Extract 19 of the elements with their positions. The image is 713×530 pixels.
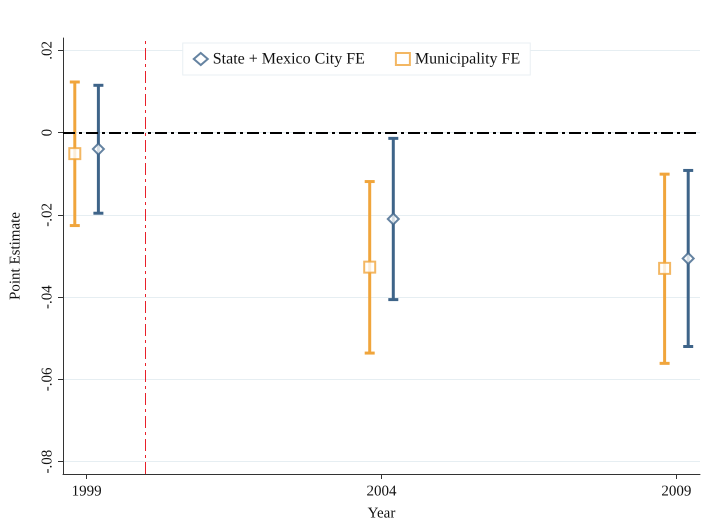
- point: [386, 212, 400, 226]
- point: [682, 252, 695, 265]
- x-tick-label: 2009: [661, 484, 692, 500]
- y-tick-label: -.08: [40, 450, 56, 474]
- x-axis-title: Year: [368, 506, 396, 522]
- y-axis-title: Point Estimate: [8, 212, 24, 300]
- legend-label: Municipality FE: [414, 50, 520, 68]
- point: [363, 260, 376, 274]
- y-tick-label: 0: [40, 128, 56, 136]
- point: [658, 262, 672, 275]
- point: [92, 142, 105, 156]
- y-tick-label: -.06: [40, 367, 56, 392]
- y-tick-label: .02: [40, 40, 56, 60]
- y-tick-label: -.02: [40, 202, 56, 227]
- point: [68, 147, 82, 160]
- x-tick-label: 2004: [366, 484, 397, 500]
- x-tick-label: 1999: [72, 484, 102, 500]
- legend-label: State + Mexico City FE: [212, 50, 365, 68]
- y-tick-label: -.04: [40, 284, 56, 310]
